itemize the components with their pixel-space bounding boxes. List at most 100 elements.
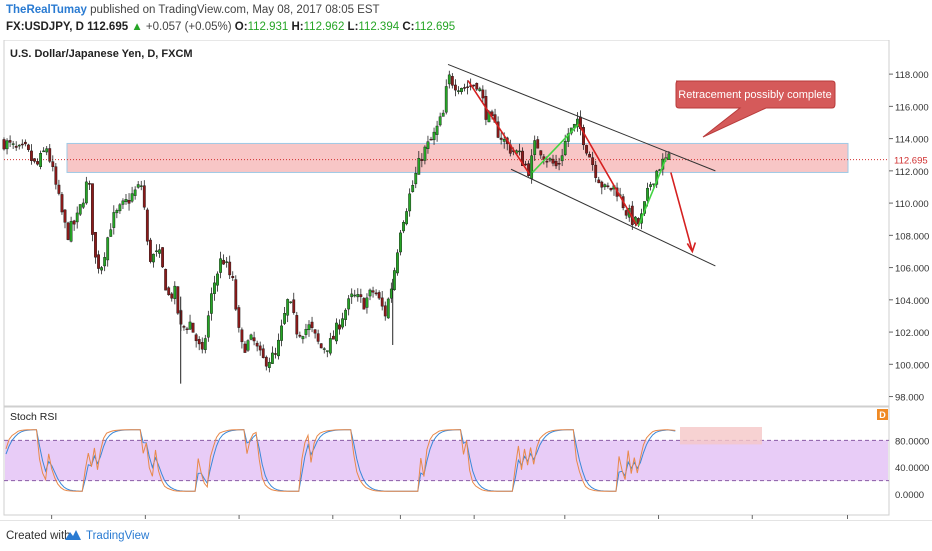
candle xyxy=(319,343,323,349)
drawings[interactable] xyxy=(447,63,716,267)
publish-line: TheRealTumay published on TradingView.co… xyxy=(6,4,380,16)
candle xyxy=(380,297,384,307)
stoch-rsi-pane[interactable]: 80.0000 40.0000 0.0000 xyxy=(4,427,929,501)
price-tick-label: 98.000 xyxy=(895,393,924,404)
chart-title: U.S. Dollar/Japanese Yen, D, FXCM xyxy=(10,48,193,60)
candle xyxy=(399,232,402,253)
candle xyxy=(566,133,570,142)
candle xyxy=(252,337,256,342)
candle xyxy=(322,348,326,350)
symbol-label: FX:USDJPY, D xyxy=(6,21,84,33)
candle xyxy=(667,153,671,160)
high-value: 112.962 xyxy=(303,21,345,33)
candle xyxy=(45,148,49,153)
candle xyxy=(457,90,460,92)
candle xyxy=(54,166,58,185)
price-tick-label: 102.000 xyxy=(895,328,929,339)
candle xyxy=(243,343,247,353)
candle xyxy=(66,222,70,240)
author-link[interactable]: TheRealTumay xyxy=(6,4,87,16)
resistance-zone[interactable] xyxy=(66,142,849,173)
candle xyxy=(307,324,311,331)
candle xyxy=(112,212,116,228)
candle xyxy=(213,282,216,294)
candle xyxy=(39,153,43,167)
candle xyxy=(121,200,125,205)
candle xyxy=(216,273,219,286)
last-price: 112.695 xyxy=(87,21,129,33)
candle xyxy=(206,315,210,338)
time-axis[interactable]: AprJunAugOct142017MarMayJulSep xyxy=(44,515,856,520)
candle xyxy=(139,185,143,187)
candle xyxy=(133,189,137,196)
candle xyxy=(310,321,314,328)
candle xyxy=(176,286,180,314)
candle xyxy=(84,181,88,204)
candle xyxy=(81,202,85,208)
low-value: 112.394 xyxy=(358,21,400,33)
candle xyxy=(283,313,286,324)
candle xyxy=(423,146,427,161)
candle xyxy=(97,254,100,269)
candle xyxy=(118,204,122,212)
candle xyxy=(115,210,119,214)
candle xyxy=(289,301,293,304)
tradingview-link[interactable]: TradingView xyxy=(86,530,150,542)
candle xyxy=(197,339,201,345)
candle xyxy=(426,141,430,149)
candle xyxy=(338,324,341,330)
candle xyxy=(551,158,555,164)
candle xyxy=(347,298,351,310)
candle xyxy=(554,160,558,167)
projection-arrow-head xyxy=(686,242,697,254)
swing-down-2 xyxy=(577,123,638,227)
candle xyxy=(298,334,302,337)
candle xyxy=(14,145,18,148)
candle xyxy=(374,292,378,295)
candle xyxy=(332,335,335,340)
price-candles xyxy=(2,70,671,384)
candle xyxy=(103,257,107,267)
candle xyxy=(188,321,192,330)
candle xyxy=(356,294,360,298)
stoch-tick-label: 40.0000 xyxy=(895,463,929,474)
candle xyxy=(408,193,412,212)
candle xyxy=(450,76,454,86)
badge-text: D xyxy=(879,410,886,420)
candle xyxy=(603,184,607,188)
candle xyxy=(20,143,24,146)
candle xyxy=(94,231,97,258)
annotation-callout[interactable]: Retracement possibly complete xyxy=(675,80,836,138)
callout-box xyxy=(675,80,836,138)
candle xyxy=(502,138,506,142)
candle xyxy=(600,181,604,188)
candle xyxy=(414,173,418,185)
candle xyxy=(420,159,424,161)
candle xyxy=(475,83,479,90)
candle xyxy=(185,328,189,331)
candle xyxy=(435,125,439,135)
price-chart[interactable]: Retracement possibly complete U.S. Dolla… xyxy=(0,40,932,520)
candle xyxy=(389,288,393,299)
price-label-text: 112.695 xyxy=(894,156,928,167)
candle xyxy=(539,150,543,156)
candle xyxy=(454,84,457,91)
candle xyxy=(444,86,448,113)
stoch-k-line xyxy=(5,429,676,492)
candle xyxy=(164,268,168,291)
candle xyxy=(646,187,649,201)
candle xyxy=(466,86,469,88)
candle xyxy=(545,160,549,163)
interval-badge[interactable]: D xyxy=(877,409,888,420)
stoch-highlight xyxy=(680,427,762,445)
candle xyxy=(182,326,186,328)
price-axis[interactable]: 118.000 116.000 114.000 112.000 110.000 108.0… xyxy=(889,70,929,404)
candle xyxy=(396,252,399,274)
candle xyxy=(563,141,567,155)
candle xyxy=(8,140,12,143)
candle xyxy=(5,140,9,150)
close-value: 112.695 xyxy=(414,21,456,33)
candle xyxy=(557,163,561,165)
candle xyxy=(591,157,595,165)
candle xyxy=(280,325,283,341)
